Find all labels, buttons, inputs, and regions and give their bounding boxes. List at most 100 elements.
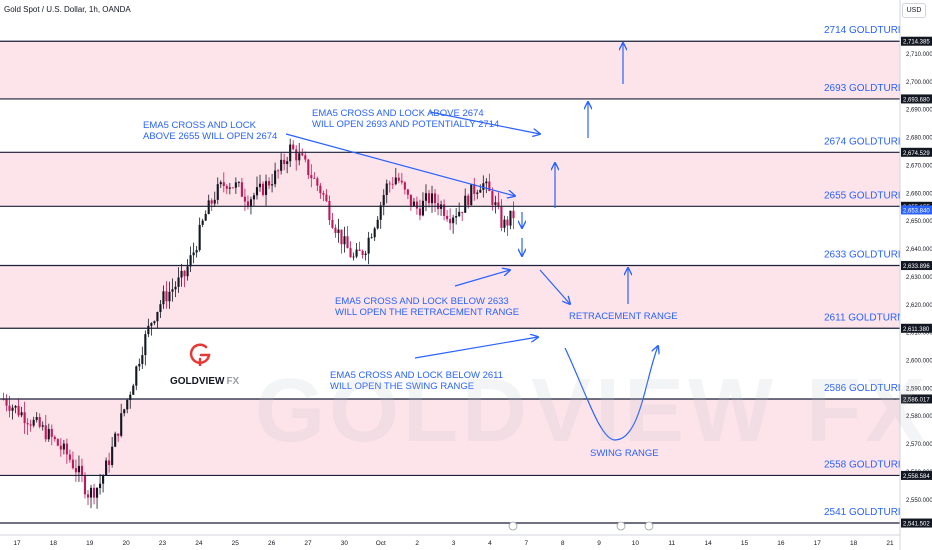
candle-body — [424, 193, 428, 201]
price-tick-label: 2,550.000 — [906, 498, 932, 504]
time-tick-label: 27 — [304, 540, 312, 547]
candle-body — [246, 201, 249, 207]
logo-text: GOLDVIEW FX — [170, 376, 239, 387]
candle-body — [231, 187, 234, 189]
candle-body — [141, 355, 144, 364]
event-icon[interactable] — [508, 521, 518, 531]
candle-body — [147, 325, 150, 335]
time-tick-label: 10 — [632, 540, 640, 547]
candle-body — [71, 459, 74, 469]
us-flag-icon[interactable] — [644, 521, 654, 531]
candle-body — [77, 465, 81, 473]
candle-body — [153, 321, 156, 324]
candle-body — [237, 182, 240, 184]
candle-body — [319, 185, 322, 194]
candle-body — [449, 219, 452, 224]
candle-body — [144, 334, 147, 356]
candle-body — [102, 475, 105, 484]
logo-name: GOLDVIEW — [170, 376, 225, 387]
candle-body — [509, 210, 512, 226]
time-tick-label: 17 — [13, 540, 21, 547]
candle-body — [108, 460, 111, 465]
candle-body — [268, 181, 271, 186]
candle-body — [364, 253, 367, 256]
candle-body — [382, 195, 385, 206]
candle-body — [412, 201, 415, 206]
candle-body — [26, 423, 29, 425]
arrow-7 — [454, 270, 510, 287]
candle-body — [198, 224, 201, 251]
candle-body — [207, 200, 210, 214]
candle-body — [482, 183, 485, 190]
candle-body — [105, 460, 108, 476]
candle-body — [114, 433, 117, 447]
candle-body — [476, 192, 479, 194]
candle-body — [467, 195, 470, 206]
price-tick-label: 2,610.000 — [906, 331, 932, 337]
price-tick-label: 2,660.000 — [906, 191, 932, 197]
candle-body — [310, 175, 313, 179]
price-tick-label: 2,710.000 — [906, 52, 932, 58]
time-tick-label: 11 — [668, 540, 675, 547]
candle-body — [219, 182, 222, 185]
price-tag-box — [901, 518, 932, 528]
time-tick-label: 7 — [524, 540, 528, 547]
candle-body — [316, 178, 319, 186]
time-axis[interactable]: 17 18 19 20 23 24 25 26 27 30 Oct 2 3 4 7 8 9 10 11 14 15 16 1… — [0, 521, 900, 547]
price-axis[interactable]: 2,550.0002,560.0002,570.0002,580.0002,59… — [899, 0, 932, 550]
candle-body — [123, 409, 126, 414]
candle-body — [165, 291, 168, 302]
candle-body — [32, 419, 35, 426]
candle-body — [132, 385, 135, 395]
candle-body — [367, 237, 370, 254]
time-tick-label: 25 — [232, 540, 240, 547]
candle-body — [135, 366, 138, 386]
currency-button[interactable]: USD — [902, 3, 926, 18]
candle-body — [180, 270, 183, 278]
price-tag-label: 2,653.840 — [903, 208, 930, 214]
price-tick-label: 2,630.000 — [906, 275, 932, 281]
shaded-zones — [0, 41, 900, 476]
candle-body — [497, 202, 500, 207]
shaded-zone-3 — [0, 398, 900, 476]
price-tag-label: 2,558.584 — [903, 474, 930, 480]
candle-body — [397, 177, 400, 181]
candle-body — [415, 201, 418, 209]
level-label-6: 2586 GOLDTURN — [824, 383, 905, 394]
candle-body — [117, 433, 120, 436]
candle-body — [99, 483, 102, 489]
us-flag-icon[interactable] — [616, 521, 626, 531]
candle-body — [352, 256, 355, 258]
level-label-4: 2633 GOLDTURN — [824, 250, 905, 261]
candle-body — [458, 211, 461, 217]
time-tick-label: 30 — [341, 540, 349, 547]
price-tick-label: 2,580.000 — [906, 414, 932, 420]
candle-body — [23, 412, 26, 424]
price-tag-box — [901, 323, 932, 333]
candle-body — [452, 217, 455, 224]
candle-body — [455, 216, 458, 218]
time-tick-label: 15 — [741, 540, 749, 547]
candlesticks — [2, 138, 515, 509]
time-tick-label: Oct — [376, 540, 386, 547]
candle-body — [204, 213, 207, 221]
candle-body — [111, 446, 114, 465]
candle-body — [8, 405, 11, 411]
level-label-2: 2674 GOLDTURN — [824, 136, 905, 147]
price-tick-label: 2,670.000 — [906, 163, 932, 169]
price-tick-label: 2,680.000 — [906, 136, 932, 142]
candle-body — [421, 200, 425, 216]
candle-body — [494, 202, 497, 205]
candle-body — [186, 266, 189, 277]
price-tag-label: 2,693.680 — [903, 97, 930, 103]
candle-body — [53, 436, 56, 440]
candle-body — [261, 183, 265, 195]
candle-body — [129, 394, 132, 400]
symbol-title: Gold Spot / U.S. Dollar, 1h, OANDA — [4, 5, 131, 14]
candle-body — [5, 399, 8, 406]
price-tick-label: 2,690.000 — [906, 108, 932, 114]
candle-body — [243, 196, 246, 202]
watermark-text: GOLDVIEW FX — [255, 361, 929, 461]
price-tag-label: 2,633.896 — [903, 264, 930, 270]
